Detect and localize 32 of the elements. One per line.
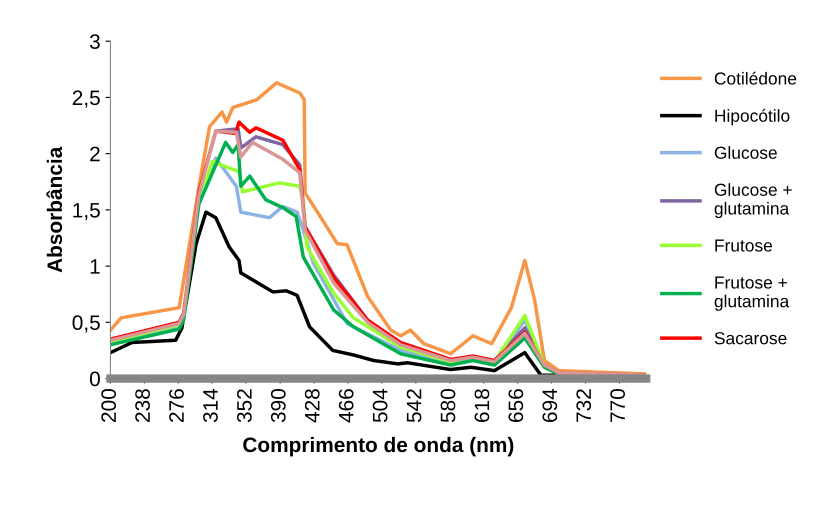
- x-tick-label: 694: [542, 388, 558, 422]
- legend-label: Glucose: [714, 146, 777, 159]
- x-tick-label: 314: [203, 388, 218, 422]
- y-tick-label: 2,5: [72, 90, 100, 108]
- x-tick-label: 504: [372, 388, 388, 422]
- y-tick-label: 3: [90, 34, 100, 49]
- x-tick-label: 276: [169, 389, 184, 422]
- y-tick-label: 2: [90, 146, 100, 162]
- x-tick-label: 580: [440, 389, 456, 422]
- y-tick-label: 1: [90, 259, 100, 274]
- legend-label: Frutose: [715, 240, 772, 252]
- y-tick-label: 1,5: [73, 203, 100, 220]
- x-tick-label: 238: [135, 389, 150, 422]
- x-tick-label: 352: [237, 389, 252, 422]
- x-tick-label: 656: [508, 389, 524, 422]
- x-axis-title: Comprimento de onda (nm): [243, 436, 514, 456]
- x-tick-label: 732: [576, 389, 592, 422]
- x-tick-label: 428: [304, 389, 320, 423]
- y-tick-label: 0,5: [72, 315, 100, 333]
- x-tick-label: 200: [101, 389, 116, 422]
- y-axis-title: Absorbância: [46, 146, 62, 272]
- legend-label: Cotilédone: [714, 72, 796, 85]
- legend-label: Sacarose: [714, 332, 786, 344]
- x-tick-label: 770: [610, 389, 626, 422]
- legend-label: Hipocótilo: [715, 108, 790, 126]
- x-tick-label: 390: [270, 389, 286, 422]
- legend-label: Frutose + glutamina: [714, 276, 790, 311]
- x-tick-label: 466: [338, 389, 354, 423]
- legend-label: Glucose + glutamina: [714, 183, 792, 218]
- x-tick-label: 542: [406, 389, 422, 422]
- y-tick-label: 0: [90, 372, 100, 386]
- x-tick-label: 618: [474, 389, 490, 422]
